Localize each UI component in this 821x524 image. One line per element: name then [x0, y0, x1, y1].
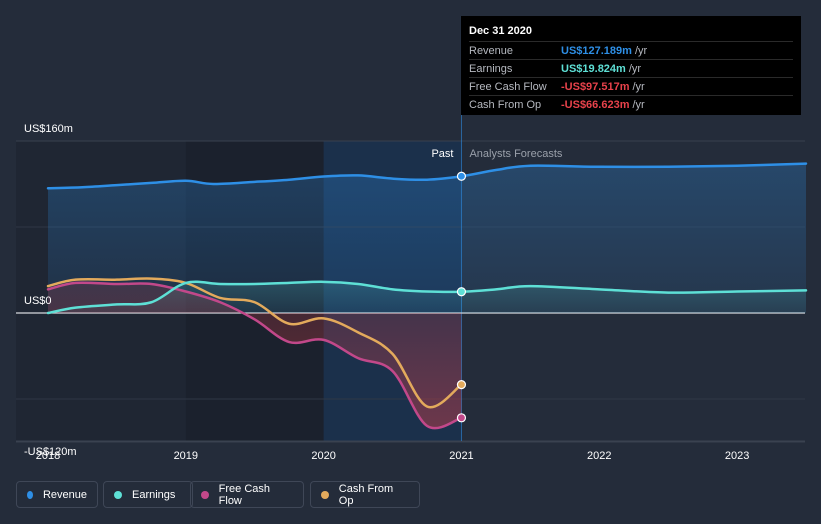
legend-revenue[interactable]: Revenue: [16, 481, 98, 508]
tooltip-label: Earnings: [469, 62, 513, 75]
legend-label: Cash From Op: [338, 482, 394, 507]
tooltip-row-cash-from-op: Cash From Op -US$66.623m /yr: [469, 95, 793, 113]
tooltip-value: US$127.189m: [561, 44, 632, 57]
tooltip-unit: /yr: [634, 44, 648, 57]
free-cash-flow-line: [46, 281, 463, 430]
revenue-marker: [456, 171, 467, 181]
revenue-area: [48, 163, 806, 313]
cash-from-op-line: [46, 277, 463, 409]
free-cash-flow-area: [48, 282, 462, 429]
y-tick-label: -US$120m: [24, 446, 77, 458]
tooltip-unit: /yr: [632, 98, 645, 111]
series-markers: [456, 171, 467, 423]
tooltip-value: -US$97.517m: [561, 80, 630, 93]
tooltip-row-earnings: Earnings US$19.824m /yr: [469, 59, 793, 77]
revenue-line: [46, 162, 808, 190]
x-tick-label: 2020: [311, 450, 335, 462]
tooltip-label: Free Cash Flow: [469, 80, 547, 93]
legend-cash-from-op[interactable]: Cash From Op: [310, 481, 420, 508]
tooltip-value: US$19.824m: [561, 62, 626, 75]
tooltip-value: -US$66.623m: [561, 98, 630, 111]
y-tick-label: US$0: [24, 295, 52, 307]
tooltip-date: Dec 31 2020: [469, 25, 532, 37]
legend-label: Free Cash Flow: [218, 482, 271, 507]
x-tick-label: 2018: [36, 450, 60, 462]
forecast-label: Analysts Forecasts: [469, 148, 562, 160]
tooltip-row-free-cash-flow: Free Cash Flow -US$97.517m /yr: [469, 77, 793, 95]
tooltip: Dec 31 2020 Revenue US$127.189m /yr Earn…: [461, 16, 801, 115]
legend-dot-icon: [114, 490, 122, 499]
earnings-line: [46, 280, 808, 315]
cash-from-op-marker: [456, 379, 467, 390]
legend-dot-icon: [201, 490, 209, 499]
x-tick-label: 2019: [174, 450, 198, 462]
x-tick-label: 2022: [587, 450, 611, 462]
free-cash-flow-marker: [456, 413, 467, 423]
tooltip-unit: /yr: [632, 80, 645, 93]
x-tick-label: 2023: [725, 450, 749, 462]
series-lines: [46, 162, 808, 430]
x-tick-label: 2021: [449, 450, 473, 462]
tooltip-label: Cash From Op: [469, 98, 542, 111]
y-tick-label: US$160m: [24, 123, 73, 135]
earnings-area: [48, 281, 806, 313]
legend-label: Revenue: [42, 488, 87, 501]
tooltip-row-revenue: Revenue US$127.189m /yr: [469, 41, 793, 59]
legend-dot-icon: [27, 490, 33, 499]
tooltip-unit: /yr: [628, 62, 642, 75]
past-label: Past: [431, 148, 453, 160]
legend-label: Earnings: [132, 488, 176, 501]
legend-dot-icon: [321, 490, 329, 499]
area-fills: [48, 163, 806, 429]
tooltip-label: Revenue: [469, 44, 514, 57]
legend-free-cash-flow[interactable]: Free Cash Flow: [190, 481, 304, 508]
legend-earnings[interactable]: Earnings: [103, 481, 193, 508]
earnings-marker: [456, 287, 467, 297]
